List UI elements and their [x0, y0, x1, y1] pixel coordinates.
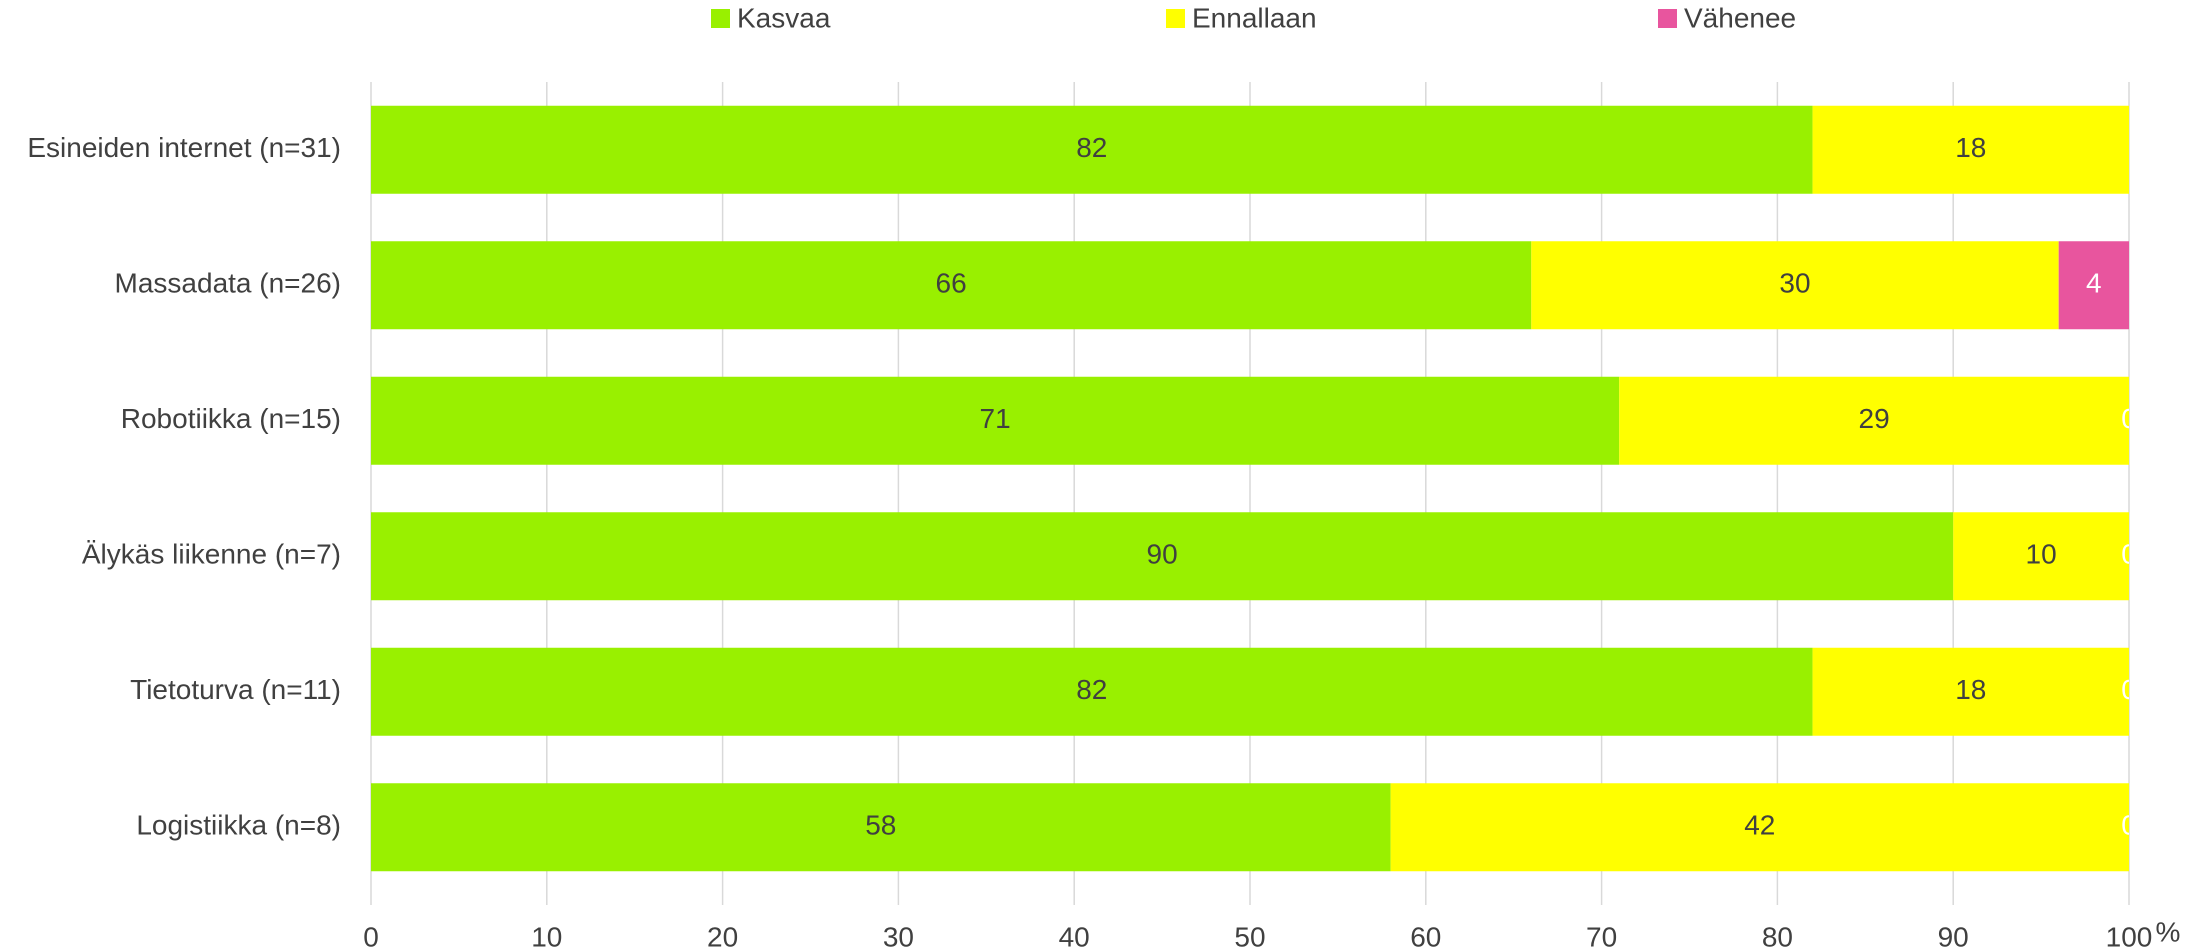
legend-label: Kasvaa	[737, 2, 831, 33]
legend-label: Vähenee	[1684, 2, 1796, 33]
y-tick-label: Tietoturva (n=11)	[130, 674, 341, 705]
data-label: 58	[865, 810, 896, 841]
y-tick-label: Robotiikka (n=15)	[121, 403, 341, 434]
x-tick-label: 30	[883, 921, 914, 951]
x-tick-label: 10	[531, 921, 562, 951]
x-tick-label: 90	[1938, 921, 1969, 951]
bar-segment	[1619, 376, 2129, 465]
data-label: 82	[1076, 132, 1107, 163]
legend-swatch	[711, 9, 730, 28]
data-label: 10	[2026, 539, 2057, 570]
x-tick-label: 0	[363, 921, 379, 951]
bar-segment	[371, 105, 1813, 194]
data-label: 30	[1779, 268, 1810, 299]
data-label: 82	[1076, 674, 1107, 705]
data-label: 90	[1147, 539, 1178, 570]
bar-segment	[1812, 105, 2129, 194]
y-tick-label: Massadata (n=26)	[115, 268, 341, 299]
bar-segment	[1812, 647, 2129, 736]
bar-segment	[371, 376, 1620, 465]
data-label: 0	[2121, 810, 2137, 841]
legend-swatch	[1166, 9, 1185, 28]
y-tick-label: Logistiikka (n=8)	[136, 810, 341, 841]
x-tick-label: 40	[1059, 921, 1090, 951]
data-label: 4	[2086, 268, 2102, 299]
data-label: 0	[2121, 403, 2137, 434]
data-label: 18	[1955, 132, 1986, 163]
data-label: 42	[1744, 810, 1775, 841]
data-label: 0	[2121, 674, 2137, 705]
x-tick-label: 60	[1410, 921, 1441, 951]
y-tick-label: Esineiden internet (n=31)	[27, 132, 341, 163]
x-tick-label: 80	[1762, 921, 1793, 951]
x-tick-label: 70	[1586, 921, 1617, 951]
legend-swatch	[1658, 9, 1677, 28]
bar-segment	[1953, 512, 2129, 601]
x-axis-label: %	[2156, 916, 2181, 947]
bar-segment	[371, 241, 1532, 330]
bar-segment	[371, 647, 1813, 736]
data-label: 29	[1859, 403, 1890, 434]
bar-segment	[371, 512, 1954, 601]
y-tick-label: Älykäs liikenne (n=7)	[82, 539, 341, 570]
x-tick-label: 100	[2106, 921, 2153, 951]
data-label: 0	[2121, 539, 2137, 570]
bar-segment	[1531, 241, 2059, 330]
data-label: 66	[936, 268, 967, 299]
data-label: 71	[980, 403, 1011, 434]
x-tick-label: 50	[1234, 921, 1265, 951]
bar-segment	[2058, 241, 2129, 330]
legend-label: Ennallaan	[1192, 2, 1317, 33]
data-label: 18	[1955, 674, 1986, 705]
x-tick-label: 20	[707, 921, 738, 951]
bars: 82 18 66 30 4 71 29 0 90 10 0 82 18 0 58 42 0	[371, 105, 2137, 872]
bar-segment	[371, 783, 1391, 872]
bar-segment	[1390, 783, 2129, 872]
